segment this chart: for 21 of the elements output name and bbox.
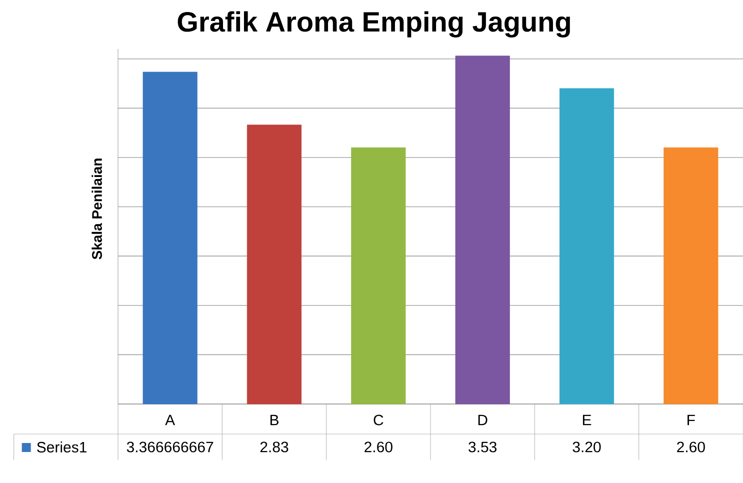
data-label: 3.366666667 [126, 442, 214, 452]
x-tick-label: A [165, 414, 176, 426]
data-label: 2.60 [364, 442, 392, 452]
x-tick-label: B [270, 414, 278, 426]
x-tick-label: E [582, 414, 592, 426]
x-tick-label: F [688, 414, 695, 426]
legend-label: Series1 [37, 441, 86, 453]
x-tick-label: D [478, 414, 488, 426]
chart-title: Grafik Aroma Emping Jagung [178, 11, 570, 38]
bar [664, 147, 718, 404]
x-tick-label: C [374, 414, 384, 426]
data-label: 2.60 [677, 442, 705, 452]
bar [559, 88, 614, 404]
data-label: 3.53 [468, 442, 497, 452]
bar [246, 124, 302, 404]
data-label: 2.83 [260, 442, 288, 452]
y-axis-title: Skala Penilaian [92, 158, 102, 260]
bar [351, 147, 406, 404]
data-label: 3.20 [572, 442, 601, 452]
bar [455, 56, 510, 404]
bar [142, 72, 198, 404]
